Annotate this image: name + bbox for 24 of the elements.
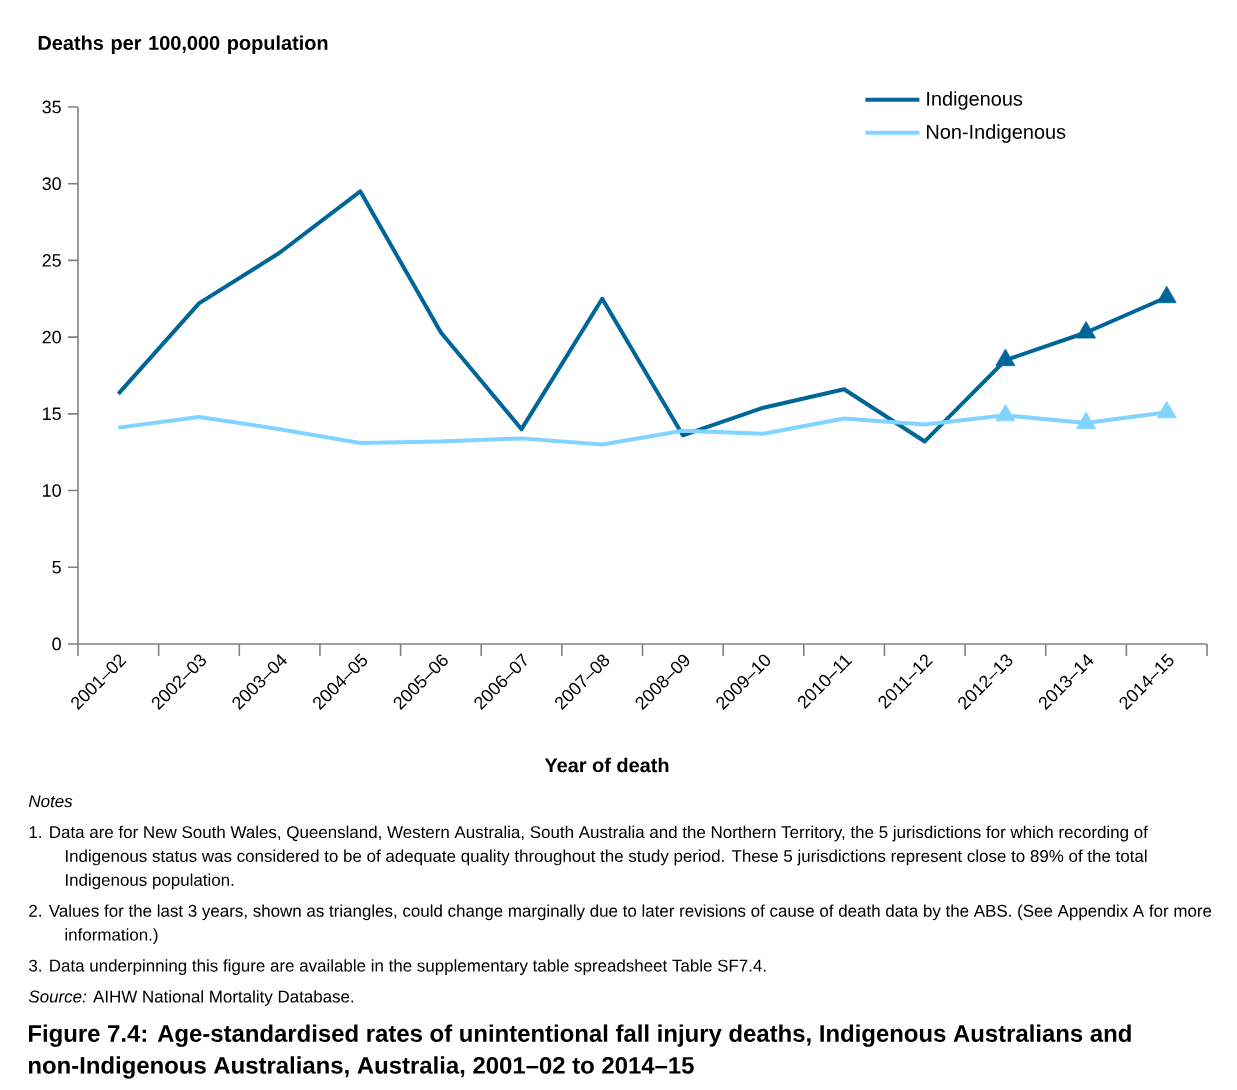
point: [1156, 285, 1177, 304]
y-tick-label: 5: [52, 561, 61, 574]
y-tick-label: 20: [42, 330, 61, 344]
y-axis-title: Deaths per 100,000 population: [38, 35, 328, 54]
point: [995, 348, 1016, 367]
y-tick-label: 30: [42, 177, 61, 191]
text: 3. Data underpinning this figure are available in the supplementary table spreadsheet Table SF7.4.: [29, 959, 766, 975]
x-axis-title: Year of death: [544, 757, 669, 773]
y-tick-label: 10: [43, 484, 61, 497]
text: 2. Values for the last 3 years, shown as triangles, could change marginally due to later revisions of cause of death data by the ABS. (See Appendix A for more information.): [29, 904, 1212, 945]
y-tick-label: 0: [52, 637, 61, 651]
y-tick-label: 25: [42, 254, 61, 267]
point: [1076, 321, 1096, 339]
text: Figure 7.4: Age-standardised rates of unintentional fall injury deaths, Indigenous Australians and non-Indigenous Australians, Australia, 2001–02 to 2014–15: [28, 1024, 1131, 1079]
text: Source: AIHW National Mortality Database.: [28, 990, 354, 1006]
text: Notes: [28, 795, 73, 808]
point: [1076, 411, 1096, 429]
legend-label: Non-Indigenous: [927, 124, 1066, 143]
point: [995, 403, 1016, 422]
point: [1156, 400, 1177, 419]
y-tick-label: 15: [43, 407, 61, 421]
y-tick-label: 35: [42, 100, 61, 114]
text: 1. Data are for New South Wales, Queensland, Western Australia, South Australia and the Northern Territory, the 5 jurisdictions for which recording of Indigenous status was considered to be of adequate quality throughout the study period. These 5 jurisdictions represent close to 89% of the total Indigenous population.: [29, 825, 1148, 890]
legend-label: Indigenous: [927, 91, 1023, 110]
